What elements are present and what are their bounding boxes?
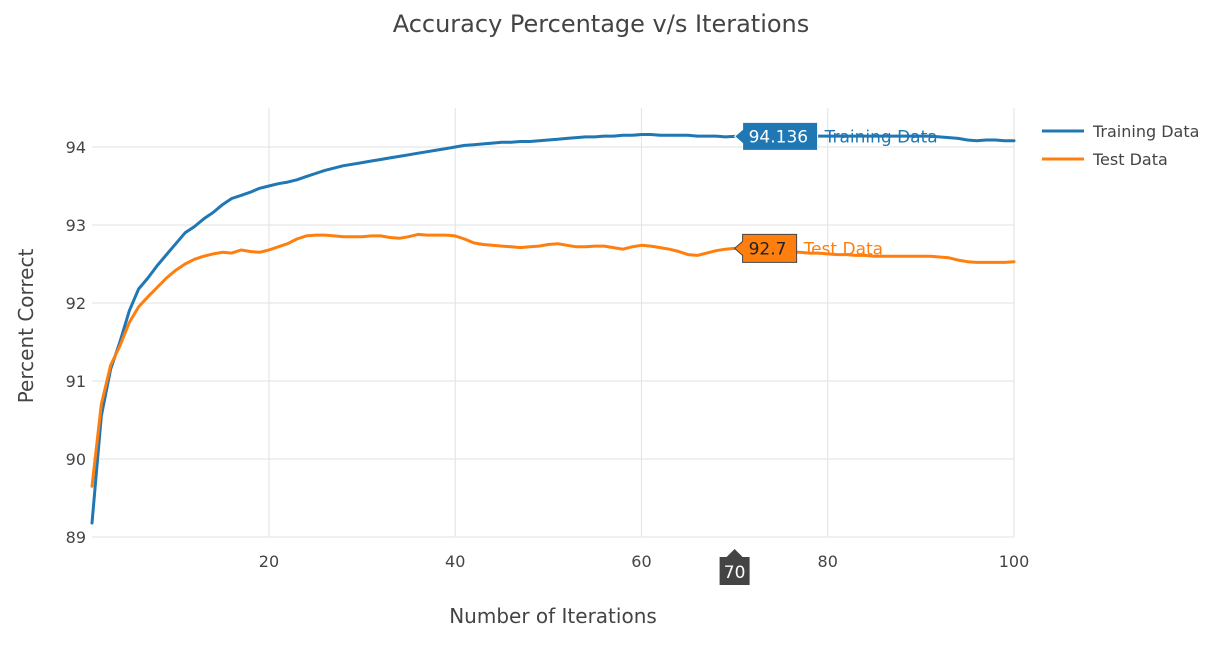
axis-ticks: 89 90 91 92 93 94 20 40 60 80 100 bbox=[66, 138, 1030, 571]
x-tick-label: 60 bbox=[631, 552, 651, 571]
grid bbox=[92, 108, 1015, 538]
hover-box bbox=[733, 233, 798, 263]
legend-label: Test Data bbox=[1092, 150, 1168, 169]
y-tick-label: 91 bbox=[66, 372, 86, 391]
x-tick-label: 20 bbox=[259, 552, 279, 571]
hover-series-name: Test Data bbox=[803, 239, 883, 259]
legend-item-test-data[interactable]: Test Data bbox=[1042, 150, 1168, 169]
legend[interactable]: Training Data Test Data bbox=[1042, 122, 1199, 169]
hover-x-label: 70 bbox=[719, 549, 750, 585]
y-tick-label: 92 bbox=[66, 294, 86, 313]
x-tick-label: 80 bbox=[818, 552, 838, 571]
y-tick-label: 93 bbox=[66, 216, 86, 235]
series-line-training-data bbox=[90, 133, 1016, 525]
series-line-test-data bbox=[90, 232, 1016, 488]
hover-value: 94.136 bbox=[749, 127, 808, 147]
hover-x-value: 70 bbox=[724, 563, 746, 583]
hover-label-training-data: 94.136 Training Data bbox=[733, 121, 938, 151]
x-axis-title: Number of Iterations bbox=[449, 604, 657, 628]
y-tick-label: 90 bbox=[66, 450, 86, 469]
legend-label: Training Data bbox=[1092, 122, 1199, 141]
y-tick-label: 89 bbox=[66, 528, 86, 547]
y-axis-title: Percent Correct bbox=[14, 249, 38, 404]
hover-value: 92.7 bbox=[749, 239, 787, 259]
x-tick-label: 40 bbox=[445, 552, 465, 571]
hover-labels: 94.136 Training Data 92.7 Test Data 70 bbox=[719, 121, 938, 585]
hover-series-name: Training Data bbox=[824, 127, 938, 147]
hover-label-test-data: 92.7 Test Data bbox=[733, 233, 883, 263]
chart-title: Accuracy Percentage v/s Iterations bbox=[393, 10, 810, 38]
series-lines bbox=[90, 133, 1016, 525]
hover-box bbox=[733, 121, 819, 151]
legend-item-training-data[interactable]: Training Data bbox=[1042, 122, 1199, 141]
x-tick-label: 100 bbox=[999, 552, 1030, 571]
y-tick-label: 94 bbox=[66, 138, 86, 157]
hover-x-box bbox=[719, 549, 750, 585]
